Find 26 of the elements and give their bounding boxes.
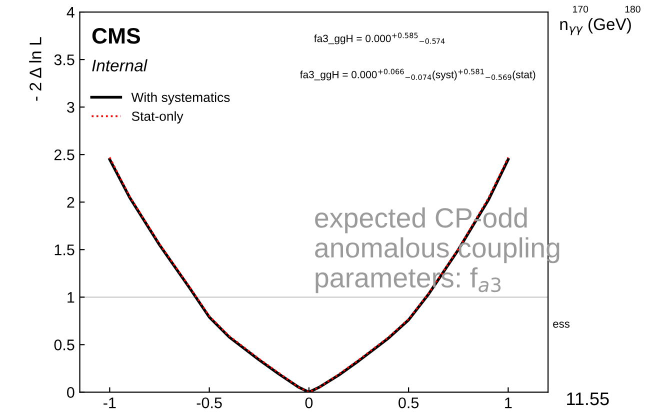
x-tick-label: -0.5 (196, 397, 222, 408)
y-tick-label: 0.5 (54, 340, 74, 350)
y-tick-label: 4 (66, 7, 74, 18)
y-tick-label: 3.5 (54, 54, 74, 66)
y-tick-label: 1.5 (54, 244, 74, 256)
y-tick-label: 1 (68, 292, 74, 303)
y-tick-label: 0 (67, 387, 74, 398)
text: 180 (625, 6, 640, 13)
y-tick-label: 2.5 (54, 149, 74, 160)
text: 170 (572, 6, 588, 13)
x-tick-label: 0.5 (398, 397, 419, 408)
y-axis-title: - 2 Δ ln L (29, 37, 42, 101)
text: n$_{γγ}$ (GeV) (560, 18, 631, 36)
y-tick-label: 3 (67, 102, 74, 113)
annotation: CMS (92, 28, 140, 44)
text: 11.55 (567, 392, 609, 406)
x-tick-label: -1 (104, 398, 116, 408)
text: ess (553, 322, 570, 328)
legend-label: With systematics (131, 92, 230, 105)
x-tick-label: 0 (305, 397, 313, 408)
legend-label: Stat-only (132, 111, 184, 124)
annotation: fa3_ggH = 0.000$^{+0.585}$$_{−0.574}$ (314, 32, 445, 44)
y-tick-label: 2 (67, 196, 74, 208)
annotation: Internal (92, 59, 148, 72)
annotation: fa3_ggH = 0.000$^{+0.066}$$_{−0.074}$(syst)$^{+0.581}$$_{−0.569}$(stat) (300, 68, 536, 80)
x-tick-label: 1 (505, 398, 512, 408)
